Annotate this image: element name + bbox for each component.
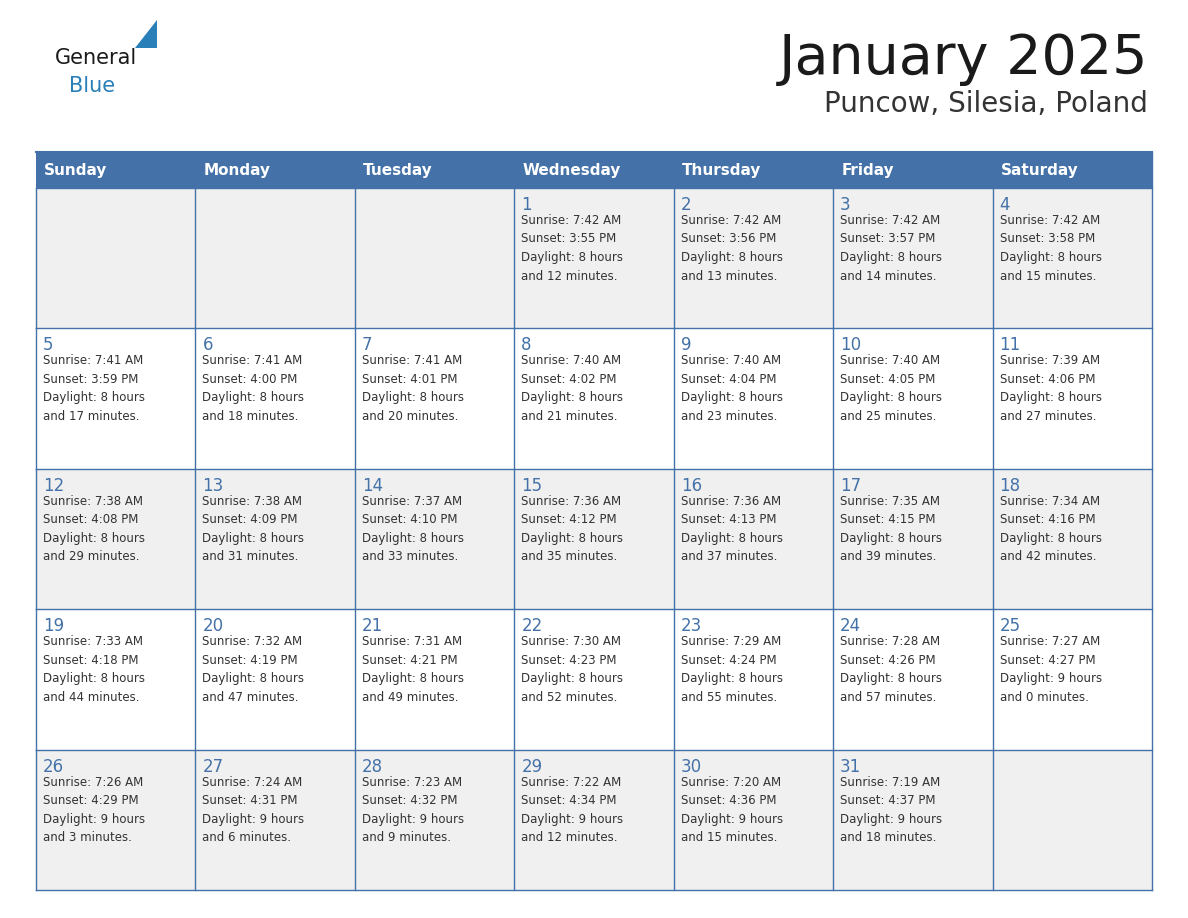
Text: Sunrise: 7:27 AM
Sunset: 4:27 PM
Daylight: 9 hours
and 0 minutes.: Sunrise: 7:27 AM Sunset: 4:27 PM Dayligh… bbox=[999, 635, 1101, 704]
Bar bbox=[36, 610, 1152, 750]
Text: Sunrise: 7:38 AM
Sunset: 4:09 PM
Daylight: 8 hours
and 31 minutes.: Sunrise: 7:38 AM Sunset: 4:09 PM Dayligh… bbox=[202, 495, 304, 564]
Text: 30: 30 bbox=[681, 757, 702, 776]
Text: Sunrise: 7:33 AM
Sunset: 4:18 PM
Daylight: 8 hours
and 44 minutes.: Sunrise: 7:33 AM Sunset: 4:18 PM Dayligh… bbox=[43, 635, 145, 704]
Text: Sunrise: 7:28 AM
Sunset: 4:26 PM
Daylight: 8 hours
and 57 minutes.: Sunrise: 7:28 AM Sunset: 4:26 PM Dayligh… bbox=[840, 635, 942, 704]
Text: Saturday: Saturday bbox=[1000, 162, 1079, 177]
Text: Blue: Blue bbox=[69, 76, 115, 96]
Text: Sunrise: 7:31 AM
Sunset: 4:21 PM
Daylight: 8 hours
and 49 minutes.: Sunrise: 7:31 AM Sunset: 4:21 PM Dayligh… bbox=[362, 635, 463, 704]
Bar bbox=[36, 152, 1152, 188]
Text: Sunrise: 7:38 AM
Sunset: 4:08 PM
Daylight: 8 hours
and 29 minutes.: Sunrise: 7:38 AM Sunset: 4:08 PM Dayligh… bbox=[43, 495, 145, 564]
Text: 9: 9 bbox=[681, 336, 691, 354]
Bar bbox=[36, 329, 1152, 469]
Text: 2: 2 bbox=[681, 196, 691, 214]
Text: 23: 23 bbox=[681, 617, 702, 635]
Text: Sunrise: 7:29 AM
Sunset: 4:24 PM
Daylight: 8 hours
and 55 minutes.: Sunrise: 7:29 AM Sunset: 4:24 PM Dayligh… bbox=[681, 635, 783, 704]
Text: Sunrise: 7:30 AM
Sunset: 4:23 PM
Daylight: 8 hours
and 52 minutes.: Sunrise: 7:30 AM Sunset: 4:23 PM Dayligh… bbox=[522, 635, 624, 704]
Text: Sunrise: 7:41 AM
Sunset: 4:01 PM
Daylight: 8 hours
and 20 minutes.: Sunrise: 7:41 AM Sunset: 4:01 PM Dayligh… bbox=[362, 354, 463, 423]
Text: 10: 10 bbox=[840, 336, 861, 354]
Text: Sunrise: 7:42 AM
Sunset: 3:57 PM
Daylight: 8 hours
and 14 minutes.: Sunrise: 7:42 AM Sunset: 3:57 PM Dayligh… bbox=[840, 214, 942, 283]
Text: 4: 4 bbox=[999, 196, 1010, 214]
Text: 31: 31 bbox=[840, 757, 861, 776]
Text: 8: 8 bbox=[522, 336, 532, 354]
Text: Sunrise: 7:40 AM
Sunset: 4:04 PM
Daylight: 8 hours
and 23 minutes.: Sunrise: 7:40 AM Sunset: 4:04 PM Dayligh… bbox=[681, 354, 783, 423]
Text: Sunrise: 7:36 AM
Sunset: 4:13 PM
Daylight: 8 hours
and 37 minutes.: Sunrise: 7:36 AM Sunset: 4:13 PM Dayligh… bbox=[681, 495, 783, 564]
Text: Sunrise: 7:22 AM
Sunset: 4:34 PM
Daylight: 9 hours
and 12 minutes.: Sunrise: 7:22 AM Sunset: 4:34 PM Dayligh… bbox=[522, 776, 624, 844]
Text: Sunrise: 7:36 AM
Sunset: 4:12 PM
Daylight: 8 hours
and 35 minutes.: Sunrise: 7:36 AM Sunset: 4:12 PM Dayligh… bbox=[522, 495, 624, 564]
Text: Sunrise: 7:19 AM
Sunset: 4:37 PM
Daylight: 9 hours
and 18 minutes.: Sunrise: 7:19 AM Sunset: 4:37 PM Dayligh… bbox=[840, 776, 942, 844]
Text: 27: 27 bbox=[202, 757, 223, 776]
Text: General: General bbox=[55, 48, 138, 68]
Text: 11: 11 bbox=[999, 336, 1020, 354]
Text: 14: 14 bbox=[362, 476, 383, 495]
Text: Sunrise: 7:37 AM
Sunset: 4:10 PM
Daylight: 8 hours
and 33 minutes.: Sunrise: 7:37 AM Sunset: 4:10 PM Dayligh… bbox=[362, 495, 463, 564]
Text: 22: 22 bbox=[522, 617, 543, 635]
Text: 13: 13 bbox=[202, 476, 223, 495]
Text: Sunrise: 7:42 AM
Sunset: 3:55 PM
Daylight: 8 hours
and 12 minutes.: Sunrise: 7:42 AM Sunset: 3:55 PM Dayligh… bbox=[522, 214, 624, 283]
Text: Puncow, Silesia, Poland: Puncow, Silesia, Poland bbox=[824, 90, 1148, 118]
Text: 26: 26 bbox=[43, 757, 64, 776]
Text: 12: 12 bbox=[43, 476, 64, 495]
Text: 1: 1 bbox=[522, 196, 532, 214]
Text: 18: 18 bbox=[999, 476, 1020, 495]
Text: Sunrise: 7:42 AM
Sunset: 3:56 PM
Daylight: 8 hours
and 13 minutes.: Sunrise: 7:42 AM Sunset: 3:56 PM Dayligh… bbox=[681, 214, 783, 283]
Text: Sunrise: 7:41 AM
Sunset: 3:59 PM
Daylight: 8 hours
and 17 minutes.: Sunrise: 7:41 AM Sunset: 3:59 PM Dayligh… bbox=[43, 354, 145, 423]
Text: 16: 16 bbox=[681, 476, 702, 495]
Polygon shape bbox=[135, 20, 157, 48]
Text: Wednesday: Wednesday bbox=[523, 162, 620, 177]
Text: 21: 21 bbox=[362, 617, 383, 635]
Text: 7: 7 bbox=[362, 336, 372, 354]
Text: Friday: Friday bbox=[841, 162, 893, 177]
Bar bbox=[36, 750, 1152, 890]
Text: Sunday: Sunday bbox=[44, 162, 107, 177]
Text: Sunrise: 7:42 AM
Sunset: 3:58 PM
Daylight: 8 hours
and 15 minutes.: Sunrise: 7:42 AM Sunset: 3:58 PM Dayligh… bbox=[999, 214, 1101, 283]
Text: 3: 3 bbox=[840, 196, 851, 214]
Text: Sunrise: 7:40 AM
Sunset: 4:05 PM
Daylight: 8 hours
and 25 minutes.: Sunrise: 7:40 AM Sunset: 4:05 PM Dayligh… bbox=[840, 354, 942, 423]
Text: 6: 6 bbox=[202, 336, 213, 354]
Text: Sunrise: 7:39 AM
Sunset: 4:06 PM
Daylight: 8 hours
and 27 minutes.: Sunrise: 7:39 AM Sunset: 4:06 PM Dayligh… bbox=[999, 354, 1101, 423]
Text: 15: 15 bbox=[522, 476, 543, 495]
Text: Sunrise: 7:24 AM
Sunset: 4:31 PM
Daylight: 9 hours
and 6 minutes.: Sunrise: 7:24 AM Sunset: 4:31 PM Dayligh… bbox=[202, 776, 304, 844]
Text: Sunrise: 7:20 AM
Sunset: 4:36 PM
Daylight: 9 hours
and 15 minutes.: Sunrise: 7:20 AM Sunset: 4:36 PM Dayligh… bbox=[681, 776, 783, 844]
Text: Thursday: Thursday bbox=[682, 162, 762, 177]
Text: Sunrise: 7:34 AM
Sunset: 4:16 PM
Daylight: 8 hours
and 42 minutes.: Sunrise: 7:34 AM Sunset: 4:16 PM Dayligh… bbox=[999, 495, 1101, 564]
Text: 5: 5 bbox=[43, 336, 53, 354]
Text: 19: 19 bbox=[43, 617, 64, 635]
Text: 20: 20 bbox=[202, 617, 223, 635]
Bar bbox=[36, 469, 1152, 610]
Bar bbox=[36, 188, 1152, 329]
Text: Sunrise: 7:35 AM
Sunset: 4:15 PM
Daylight: 8 hours
and 39 minutes.: Sunrise: 7:35 AM Sunset: 4:15 PM Dayligh… bbox=[840, 495, 942, 564]
Text: Monday: Monday bbox=[203, 162, 271, 177]
Text: January 2025: January 2025 bbox=[778, 32, 1148, 86]
Text: 17: 17 bbox=[840, 476, 861, 495]
Text: Tuesday: Tuesday bbox=[362, 162, 432, 177]
Text: Sunrise: 7:32 AM
Sunset: 4:19 PM
Daylight: 8 hours
and 47 minutes.: Sunrise: 7:32 AM Sunset: 4:19 PM Dayligh… bbox=[202, 635, 304, 704]
Text: 25: 25 bbox=[999, 617, 1020, 635]
Text: Sunrise: 7:40 AM
Sunset: 4:02 PM
Daylight: 8 hours
and 21 minutes.: Sunrise: 7:40 AM Sunset: 4:02 PM Dayligh… bbox=[522, 354, 624, 423]
Text: Sunrise: 7:23 AM
Sunset: 4:32 PM
Daylight: 9 hours
and 9 minutes.: Sunrise: 7:23 AM Sunset: 4:32 PM Dayligh… bbox=[362, 776, 465, 844]
Text: 29: 29 bbox=[522, 757, 543, 776]
Text: Sunrise: 7:41 AM
Sunset: 4:00 PM
Daylight: 8 hours
and 18 minutes.: Sunrise: 7:41 AM Sunset: 4:00 PM Dayligh… bbox=[202, 354, 304, 423]
Text: 24: 24 bbox=[840, 617, 861, 635]
Text: Sunrise: 7:26 AM
Sunset: 4:29 PM
Daylight: 9 hours
and 3 minutes.: Sunrise: 7:26 AM Sunset: 4:29 PM Dayligh… bbox=[43, 776, 145, 844]
Text: 28: 28 bbox=[362, 757, 383, 776]
